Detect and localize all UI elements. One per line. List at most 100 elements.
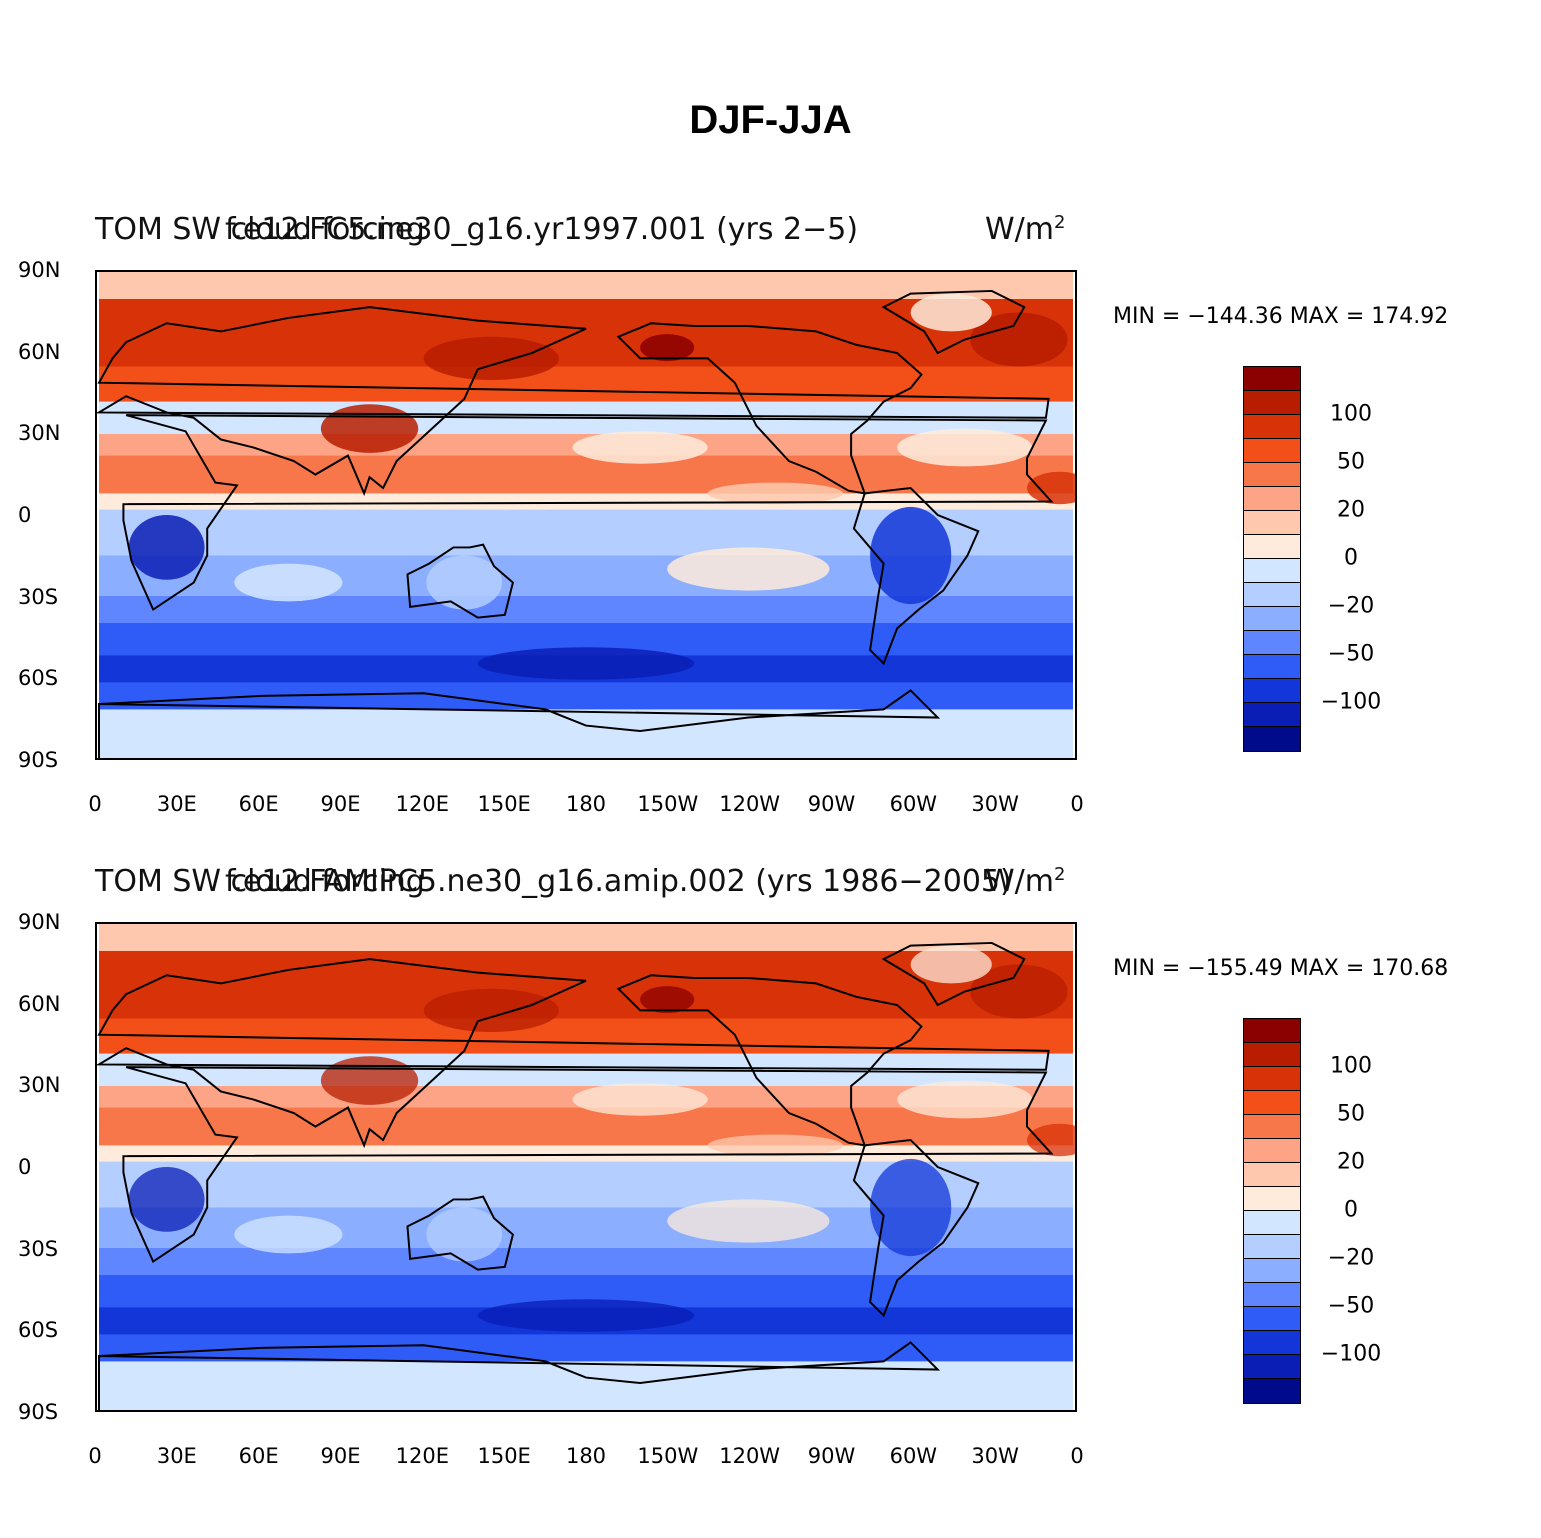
colorbar-label: 20: [1337, 1149, 1365, 1175]
colorbar-swatch: [1244, 535, 1300, 559]
antarctica-outline: [98, 1341, 941, 1410]
longitude-tick-label: 30W: [971, 792, 1019, 816]
colorbar-label: 20: [1337, 497, 1365, 523]
contour-band: [99, 272, 1073, 300]
australia-outline: [406, 543, 515, 619]
longitude-tick-label: 180: [565, 792, 607, 816]
north-america-outline: [616, 974, 923, 1147]
map-plot-area: [95, 270, 1077, 760]
australia-outline: [406, 1195, 515, 1271]
latitude-tick-label: 90N: [18, 258, 61, 282]
colorbar-swatch: [1244, 655, 1300, 679]
colorbar-label: −20: [1327, 593, 1375, 619]
blob-east-pacific-itcz: [707, 1134, 844, 1157]
colorbar-label: 0: [1344, 1197, 1358, 1223]
south-america-outline: [852, 486, 980, 666]
panel-variable-title: TOM SW cloud forcing: [95, 212, 425, 247]
blob-atlantic-itcz: [1027, 1123, 1075, 1157]
colorbar-swatch: [1244, 1211, 1300, 1235]
colorbar-swatch: [1244, 727, 1300, 751]
latitude-tick-label: 90S: [18, 1400, 59, 1424]
blob-subtropical-atlantic: [897, 1080, 1033, 1119]
blob-subtropical-atlantic: [897, 428, 1033, 467]
colorbar-swatch: [1244, 1139, 1300, 1163]
longitude-tick-label: 30W: [971, 1444, 1019, 1468]
latitude-tick-label: 30N: [18, 1073, 61, 1098]
africa-outline: [122, 1066, 1054, 1263]
colorbar-swatch: [1244, 631, 1300, 655]
latitude-tick-label: 30S: [18, 584, 59, 609]
longitude-tick-label: 150W: [637, 1444, 699, 1468]
panel-case-title: f.e12.FC5.ne30_g16.yr1997.001 (yrs 2−5): [225, 212, 859, 247]
colorbar-swatch: [1244, 1067, 1300, 1091]
colorbar-swatch: [1244, 1235, 1300, 1259]
longitude-tick-label: 60E: [238, 1444, 279, 1468]
longitude-tick-label: 120E: [395, 1444, 450, 1468]
colorbar-swatch: [1244, 1019, 1300, 1043]
latitude-tick-label: 60S: [18, 666, 59, 691]
colorbar-label: 100: [1330, 1053, 1372, 1079]
map-panel-model: TOM SW cloud forcing f.e12.FC5.ne30_g16.…: [0, 212, 1541, 852]
contour-band: [99, 924, 1073, 952]
colorbar-label: −50: [1327, 641, 1375, 667]
blob-atlantic-itcz: [1027, 471, 1075, 505]
colorbar-swatch: [1244, 487, 1300, 511]
longitude-tick-label: 90W: [807, 792, 856, 816]
colorbar-swatch: [1244, 607, 1300, 631]
colorbar-swatch: [1244, 1355, 1300, 1379]
map-plot-area: [95, 922, 1077, 1412]
blob-tibet: [320, 1056, 419, 1105]
colorbar-label: 100: [1330, 401, 1372, 427]
latitude-tick-label: 90N: [18, 910, 61, 934]
longitude-tick-label: 150E: [477, 792, 531, 816]
colorbar-label: 50: [1337, 1101, 1365, 1127]
longitude-tick-label: 120W: [719, 792, 781, 816]
blob-siberia: [423, 336, 559, 380]
blob-se-pacific: [667, 1199, 830, 1243]
greenland-outline: [881, 289, 1026, 355]
min-max-text: MIN = −144.36 MAX = 174.92: [1113, 304, 1449, 329]
latitude-tick-label: 30S: [18, 1236, 59, 1261]
colorbar-label: 50: [1337, 449, 1365, 475]
colorbar: [1243, 1018, 1301, 1404]
longitude-tick-label: 60W: [889, 1444, 938, 1468]
colorbar-swatch: [1244, 1379, 1300, 1403]
latitude-tick-label: 0: [18, 503, 32, 527]
blob-subtropical-pacific: [572, 431, 708, 464]
blob-southern-ocean: [477, 647, 695, 680]
contour-band: [99, 299, 1073, 368]
south-america-outline: [852, 1138, 980, 1318]
blob-east-pacific-itcz: [707, 482, 844, 505]
colorbar-swatch: [1244, 1115, 1300, 1139]
longitude-tick-label: 90E: [320, 1444, 361, 1468]
colorbar-swatch: [1244, 1259, 1300, 1283]
contour-map: [97, 272, 1075, 758]
panel-units: W/m2: [985, 212, 1066, 247]
colorbar-label: 0: [1344, 545, 1358, 571]
blob-amazon: [870, 1158, 952, 1257]
panel-variable-title: TOM SW cloud forcing: [95, 864, 425, 899]
colorbar-swatch: [1244, 679, 1300, 703]
blob-central-africa: [128, 1167, 205, 1232]
north-america-outline: [616, 322, 923, 495]
africa-outline: [122, 414, 1054, 611]
blob-greenland: [910, 945, 992, 984]
longitude-tick-label: 180: [565, 1444, 607, 1468]
contour-band: [99, 1248, 1073, 1276]
colorbar-swatch: [1244, 415, 1300, 439]
blob-indian-ocean: [234, 1215, 343, 1254]
eurasia-outline: [97, 306, 1050, 497]
latitude-tick-label: 90S: [18, 748, 59, 772]
longitude-tick-label: 0: [1070, 1444, 1084, 1468]
latitude-tick-label: 60N: [18, 339, 61, 364]
blob-subtropical-pacific: [572, 1083, 708, 1116]
colorbar-swatch: [1244, 1283, 1300, 1307]
longitude-tick-label: 0: [88, 792, 102, 816]
latitude-tick-label: 60S: [18, 1318, 59, 1343]
longitude-tick-label: 60W: [889, 792, 938, 816]
latitude-tick-label: 60N: [18, 991, 61, 1016]
blob-alaska: [640, 334, 695, 362]
greenland-outline: [881, 941, 1026, 1007]
colorbar-swatch: [1244, 703, 1300, 727]
longitude-tick-label: 90E: [320, 792, 361, 816]
